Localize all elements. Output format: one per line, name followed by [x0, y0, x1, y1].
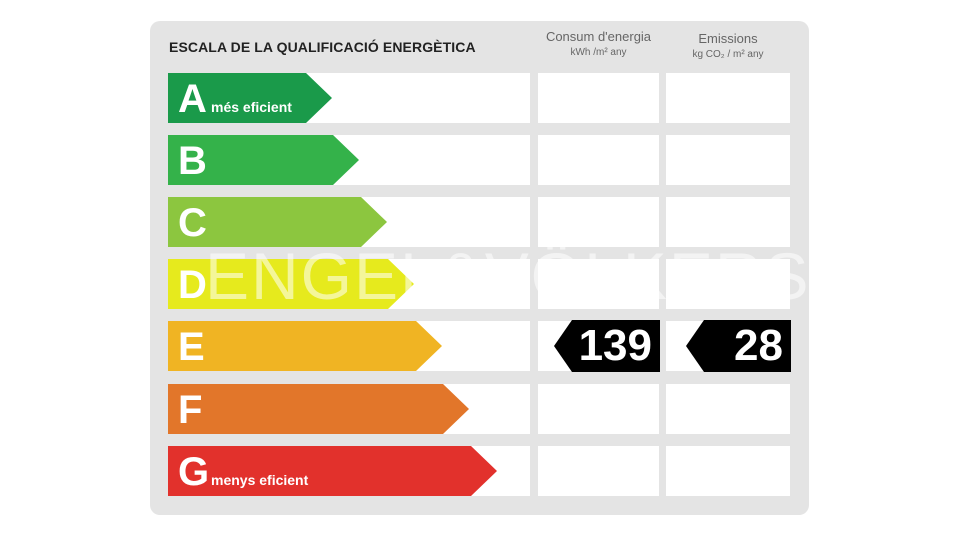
emissions-cell	[666, 259, 790, 309]
rating-letter: C	[178, 201, 207, 245]
rating-arrow-f: F	[168, 384, 469, 434]
emissions-cell	[666, 197, 790, 247]
rating-arrow-b: B	[168, 135, 359, 185]
rating-sublabel: menys eficient	[211, 472, 309, 488]
emissions-value-badge: 28	[686, 320, 791, 372]
emissions-cell	[666, 384, 790, 434]
emissions-cell	[666, 135, 790, 185]
consumption-cell	[538, 384, 659, 434]
consumption-label: Consum d'energia	[545, 29, 652, 44]
consumption-cell	[538, 446, 659, 496]
rating-row-g: G menys eficient	[0, 446, 960, 496]
rating-arrow-g: G menys eficient	[168, 446, 497, 496]
rating-arrow-a: A més eficient	[168, 73, 332, 123]
emissions-header: Emissions kg CO₂ / m² any	[666, 31, 790, 60]
rating-letter: E	[178, 325, 205, 369]
rating-sublabel: més eficient	[211, 99, 292, 115]
emissions-label: Emissions	[698, 31, 758, 46]
consumption-cell	[538, 197, 659, 247]
rating-arrow-e: E	[168, 321, 442, 371]
consumption-value-badge: 139	[554, 320, 660, 372]
rating-letter: G	[178, 450, 210, 494]
emissions-unit: kg CO₂ / m² any	[692, 49, 764, 60]
rating-letter: F	[178, 388, 203, 432]
consumption-header: Consum d'energia kWh /m² any	[538, 29, 659, 58]
consumption-cell	[538, 259, 659, 309]
consumption-cell	[538, 73, 659, 123]
rating-row-c: C	[0, 197, 960, 247]
rating-letter: A	[178, 77, 207, 121]
rating-row-a: A més eficient	[0, 73, 960, 123]
rating-arrow-d: D	[168, 259, 414, 309]
rating-letter: D	[178, 263, 207, 307]
rating-letter: B	[178, 139, 207, 183]
consumption-cell	[538, 135, 659, 185]
rating-arrow-c: C	[168, 197, 387, 247]
rating-row-e: E	[0, 321, 960, 371]
rating-row-b: B	[0, 135, 960, 185]
rating-row-d: D	[0, 259, 960, 309]
rating-row-f: F	[0, 384, 960, 434]
consumption-unit: kWh /m² any	[570, 47, 627, 58]
emissions-cell	[666, 446, 790, 496]
scale-title: ESCALA DE LA QUALIFICACIÓ ENERGÈTICA	[169, 39, 476, 55]
emissions-cell	[666, 73, 790, 123]
